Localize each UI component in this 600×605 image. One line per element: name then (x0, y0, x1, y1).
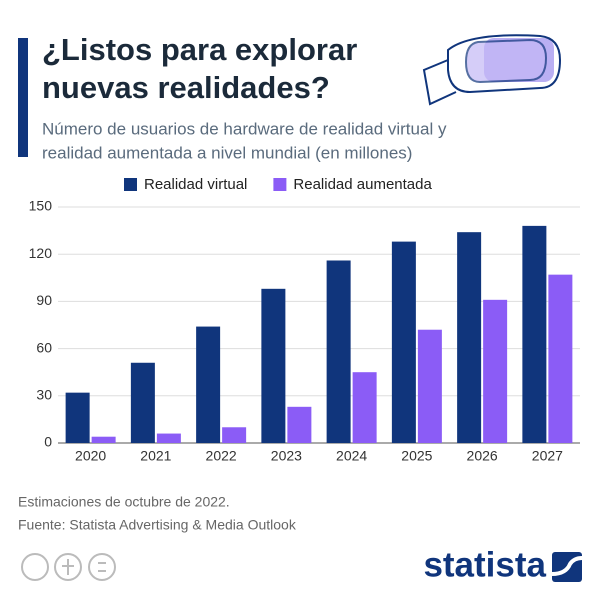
y-tick-label: 60 (36, 339, 52, 355)
x-tick-label: 2023 (271, 448, 302, 464)
legend-swatch (273, 178, 287, 191)
chart-title: ¿Listos para explorar (42, 32, 357, 67)
bar (261, 288, 286, 443)
bar (548, 274, 573, 443)
x-tick-label: 2024 (336, 448, 367, 464)
y-tick-label: 0 (44, 434, 52, 450)
x-tick-label: 2027 (532, 448, 563, 464)
x-tick-label: 2025 (401, 448, 432, 464)
bar (222, 427, 247, 443)
legend-label: Realidad virtual (144, 176, 247, 193)
brand-logo: statista (423, 545, 546, 584)
legend-label: Realidad aumentada (293, 176, 432, 193)
x-tick-label: 2021 (140, 448, 171, 464)
bar (457, 232, 482, 443)
footnote: Fuente: Statista Advertising & Media Out… (18, 517, 297, 533)
bar (196, 326, 221, 443)
bar (326, 260, 351, 443)
bar (483, 299, 508, 443)
y-tick-label: 120 (29, 245, 53, 261)
title-accent (18, 38, 28, 157)
legend-swatch (124, 178, 137, 191)
cc-icons (21, 553, 116, 581)
chart-subtitle: Número de usuarios de hardware de realid… (42, 119, 447, 138)
bar (391, 241, 416, 443)
footnote: Estimaciones de octubre de 2022. (18, 494, 230, 510)
chart-title: nuevas realidades? (42, 70, 330, 105)
y-tick-label: 90 (36, 292, 52, 308)
bar (417, 329, 442, 443)
x-tick-label: 2022 (206, 448, 237, 464)
y-tick-label: 150 (29, 198, 53, 214)
bar (91, 436, 116, 443)
brand-icon (551, 552, 583, 582)
bar (156, 433, 181, 443)
x-tick-label: 2020 (75, 448, 106, 464)
x-tick-label: 2026 (467, 448, 498, 464)
y-tick-label: 30 (36, 387, 52, 403)
bar (522, 225, 547, 443)
chart-subtitle: realidad aumentada a nivel mundial (en m… (42, 143, 412, 162)
bar (65, 392, 90, 443)
headset-illustration (422, 34, 562, 106)
bar (352, 372, 377, 443)
bar (130, 362, 155, 443)
bar (287, 406, 312, 443)
